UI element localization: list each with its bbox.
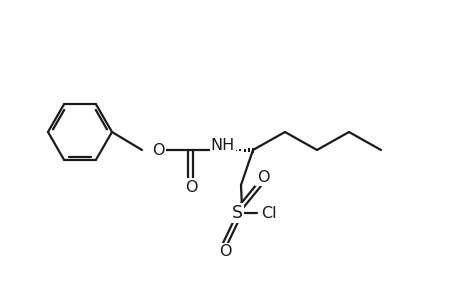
Text: O: O (185, 179, 197, 194)
Text: Cl: Cl (261, 206, 276, 220)
Text: S: S (231, 204, 242, 222)
Text: O: O (218, 244, 231, 260)
Text: O: O (151, 142, 164, 158)
Text: NH: NH (210, 137, 235, 152)
Text: O: O (256, 169, 269, 184)
